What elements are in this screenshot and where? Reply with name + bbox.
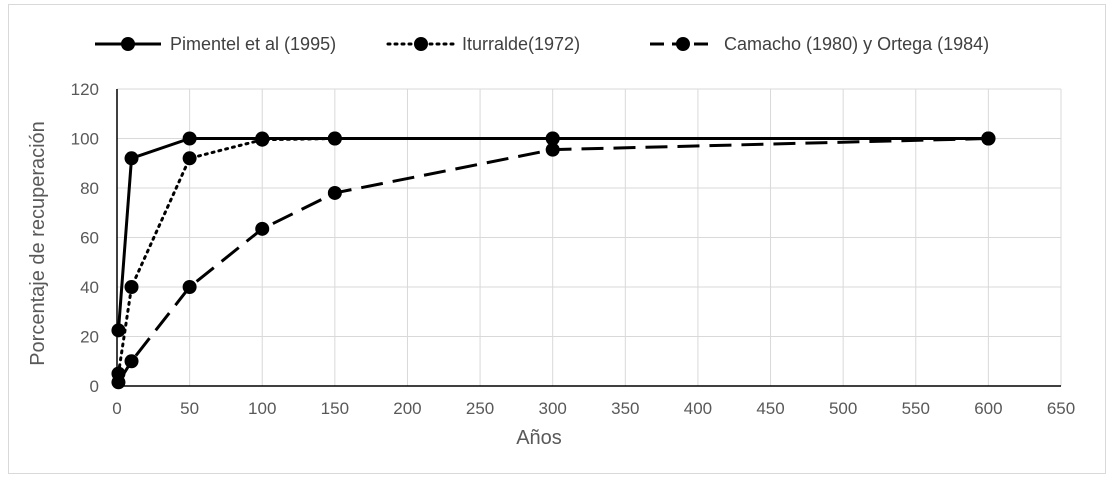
series — [111, 131, 996, 390]
legend-marker — [121, 37, 135, 51]
series-line — [116, 137, 989, 331]
axes: 0 50 100 150 200 250 300 350 400 450 500 550 600 650 0… — [71, 80, 1076, 418]
data-point — [255, 132, 270, 147]
x-tick-label: 50 — [180, 399, 199, 418]
y-axis-title: Porcentaje de recuperación — [27, 121, 49, 366]
series-0 — [111, 131, 996, 338]
legend: Pimentel et al (1995) Iturralde(1972) Cama… — [95, 34, 989, 54]
x-tick-label: 400 — [684, 399, 712, 418]
y-tick-label: 60 — [80, 229, 99, 248]
legend-item: Pimentel et al (1995) — [95, 34, 336, 54]
legend-item: Camacho (1980) y Ortega (1984) — [650, 34, 989, 54]
legend-label: Camacho (1980) y Ortega (1984) — [724, 34, 989, 54]
x-tick-label: 200 — [393, 399, 421, 418]
data-point — [111, 323, 126, 338]
x-tick-label: 550 — [902, 399, 930, 418]
data-point — [182, 131, 197, 146]
x-tick-label: 250 — [466, 399, 494, 418]
data-point — [124, 354, 139, 369]
data-point — [327, 185, 342, 200]
chart-frame — [8, 4, 1106, 474]
legend-label: Pimentel et al (1995) — [170, 34, 336, 54]
y-tick-label: 100 — [71, 130, 99, 149]
legend-item: Iturralde(1972) — [386, 34, 580, 54]
x-tick-label: 300 — [539, 399, 567, 418]
series-line — [116, 137, 990, 376]
y-tick-label: 0 — [90, 377, 99, 396]
x-tick-label: 450 — [756, 399, 784, 418]
series-2 — [111, 131, 996, 390]
x-tick-label: 0 — [112, 399, 121, 418]
data-point — [981, 131, 996, 146]
data-point — [182, 280, 197, 294]
x-tick-label: 150 — [321, 399, 349, 418]
y-tick-label: 80 — [80, 179, 99, 198]
y-tick-label: 20 — [80, 328, 99, 347]
x-axis-title: Años — [516, 427, 562, 449]
data-point — [545, 142, 560, 157]
x-tick-label: 650 — [1047, 399, 1075, 418]
legend-marker — [676, 37, 690, 51]
data-point — [327, 131, 342, 146]
x-tick-label: 100 — [248, 399, 276, 418]
y-tick-label: 40 — [80, 278, 99, 297]
data-point — [124, 280, 139, 294]
series-1 — [111, 131, 996, 381]
x-tick-label: 600 — [974, 399, 1002, 418]
series-line — [117, 137, 989, 384]
data-point — [255, 221, 270, 236]
data-point — [111, 375, 126, 390]
x-tick-label: 350 — [611, 399, 639, 418]
y-tick-label: 120 — [71, 80, 99, 99]
legend-marker — [414, 37, 428, 51]
data-point — [124, 151, 139, 166]
data-point — [545, 131, 560, 146]
legend-label: Iturralde(1972) — [462, 34, 580, 54]
x-tick-label: 500 — [829, 399, 857, 418]
data-point — [182, 151, 197, 166]
